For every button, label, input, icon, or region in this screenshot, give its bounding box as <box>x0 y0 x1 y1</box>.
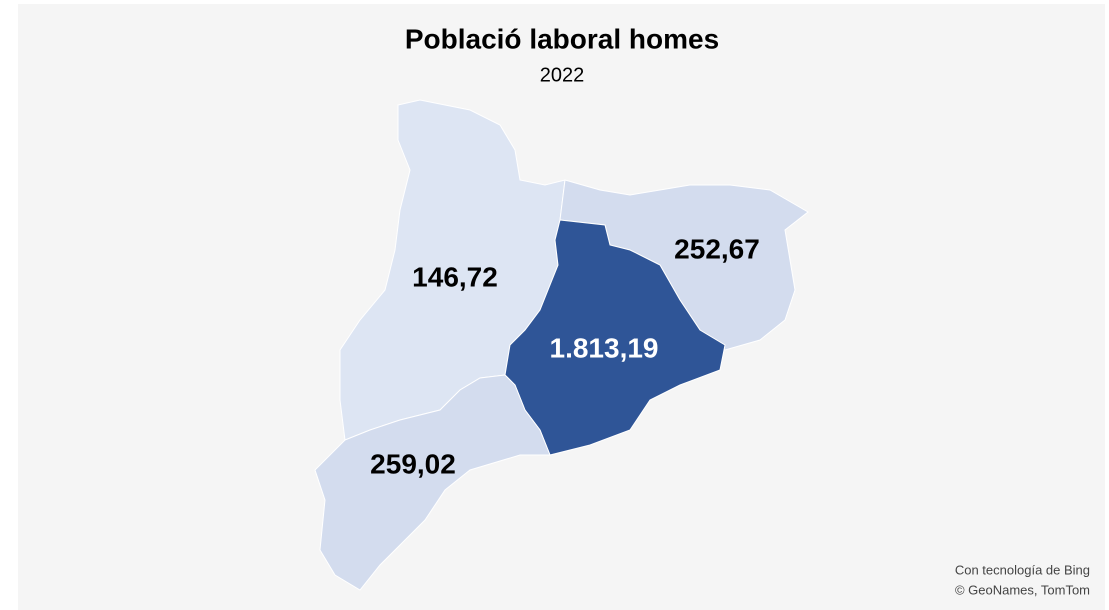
data-label: 1.813,19 <box>550 332 659 363</box>
data-label: 259,02 <box>370 448 456 479</box>
data-label: 252,67 <box>674 233 760 264</box>
data-label: 146,72 <box>412 261 498 292</box>
attribution: © GeoNames, TomTom <box>955 582 1090 597</box>
chart-subtitle: 2022 <box>540 64 585 86</box>
attribution: Con tecnología de Bing <box>955 562 1090 577</box>
chart-title: Població laboral homes <box>405 23 719 54</box>
region <box>504 219 726 456</box>
region <box>314 374 551 591</box>
